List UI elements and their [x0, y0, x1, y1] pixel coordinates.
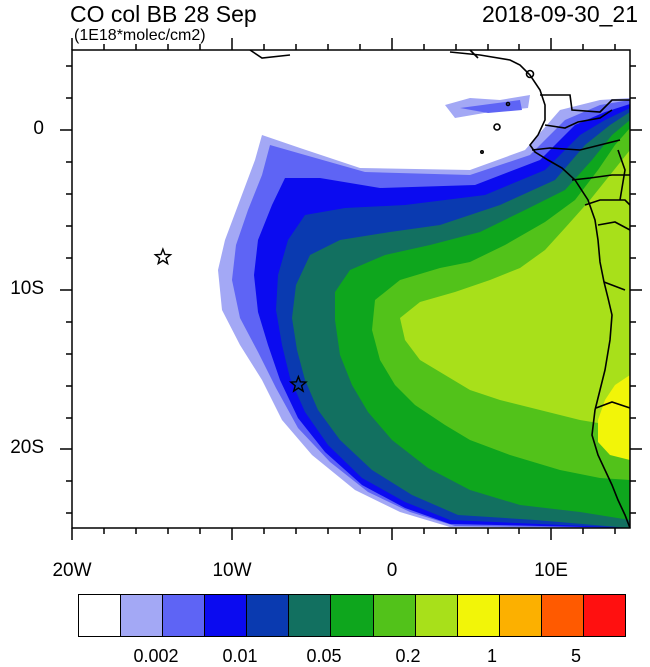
lat-label-0: 0 — [33, 118, 44, 139]
coastlines — [249, 49, 631, 529]
colorbar-segment — [415, 595, 458, 636]
plume-level-yellow — [598, 375, 630, 460]
colorbar-label: 0.002 — [133, 646, 179, 666]
star-marker — [288, 374, 308, 393]
map-units: (1E18*molec/cm2) — [74, 27, 206, 44]
co-plume — [218, 95, 630, 528]
plume-level-lime — [400, 150, 630, 425]
star-marker — [153, 247, 173, 266]
colorbar-label: 5 — [570, 646, 581, 666]
colorbar-segment — [163, 595, 206, 636]
lon-label-10w: 10W — [212, 560, 252, 581]
lat-label-10s: 10S — [10, 278, 44, 299]
colorbar-segment — [373, 595, 416, 636]
colorbar-segment — [499, 595, 542, 636]
lat-label-20s: 20S — [10, 437, 44, 458]
colorbar-segment — [541, 595, 584, 636]
lon-label-0: 0 — [386, 560, 398, 581]
colorbar-segment — [583, 595, 626, 636]
colorbar-label: 0.2 — [395, 646, 421, 666]
colorbar-segment — [457, 595, 500, 636]
colorbar-segment — [331, 595, 374, 636]
colorbar-segment — [205, 595, 248, 636]
lon-label-20w: 20W — [52, 560, 92, 581]
colorbar-segment — [79, 595, 122, 636]
co-column-map — [60, 38, 642, 540]
colorbar-label: 1 — [486, 646, 497, 666]
map-title: CO col BB 28 Sep — [70, 1, 257, 27]
axis-ticks — [60, 38, 642, 540]
colorbar — [78, 594, 626, 637]
colorbar-segment — [289, 595, 332, 636]
map-timestamp: 2018-09-30_21 — [481, 1, 638, 27]
lon-label-10e: 10E — [534, 560, 568, 581]
colorbar-segment — [247, 595, 290, 636]
colorbar-label: 0.05 — [306, 646, 342, 666]
colorbar-label: 0.01 — [222, 646, 258, 666]
colorbar-segment — [121, 595, 164, 636]
